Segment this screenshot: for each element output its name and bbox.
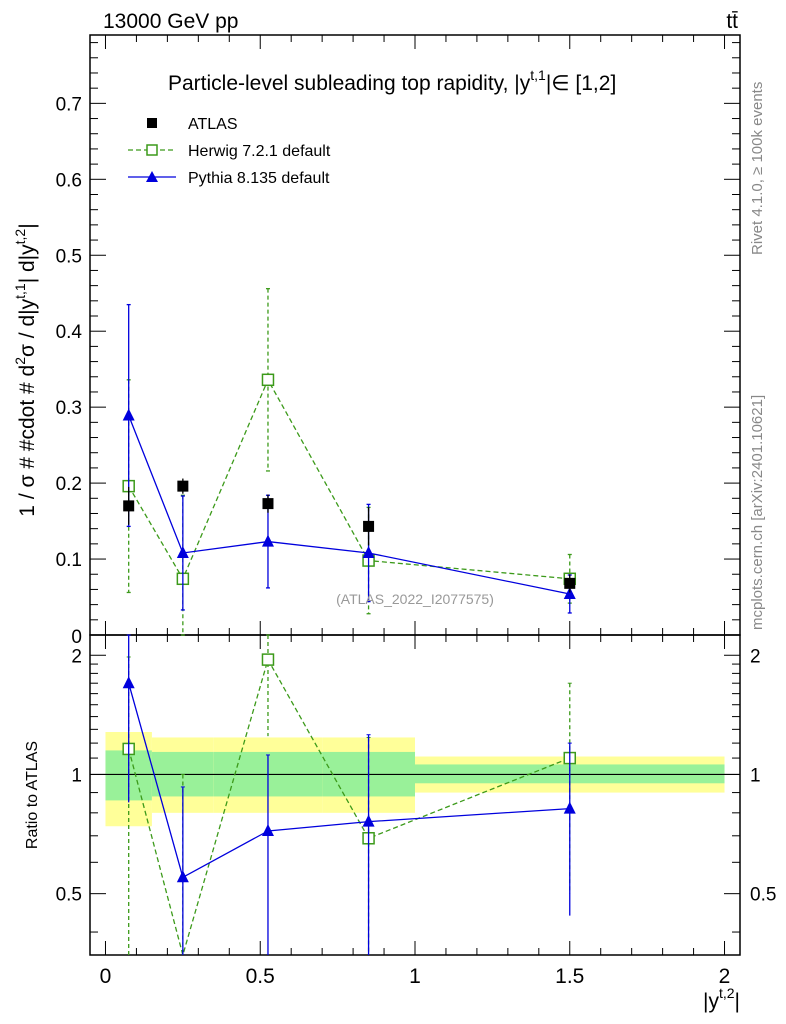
legend-herwig-marker	[146, 144, 158, 156]
ratio-tick-label-0: 0.5	[56, 885, 82, 906]
ratio-tick-label-right-1: 1	[750, 765, 761, 786]
pythia-point-1	[176, 545, 189, 558]
y-label-sup-t1: t,1	[12, 283, 28, 299]
chart-title-tail: |∈ [1,2]	[546, 72, 616, 95]
chart-title-text: Particle-level subleading top rapidity, …	[168, 72, 531, 95]
herwig-point-2	[261, 373, 275, 387]
y-label-part1: 1 / σ # #cdot # d	[16, 365, 39, 517]
header-right: tt̄	[726, 10, 738, 33]
x-axis-label: |yt,2|	[703, 985, 740, 1013]
y-tick-label-0: 0.1	[56, 550, 82, 571]
pythia-point-4	[563, 586, 576, 599]
y-tick-label-4: 0.5	[56, 246, 82, 267]
x-tick-label-1: 0.5	[246, 965, 275, 988]
axis-ticks: 0 0.5 1 1.5 2 0.1 0.2 0.3 0.4 0.5 0.6 0.7 0 0.5 0.5 1 1 2…	[56, 35, 776, 988]
atlas-point-1	[177, 480, 189, 492]
pythia-ratio-point-4	[563, 801, 576, 814]
y-axis-label: 1 / σ # #cdot # d2σ / d|yt,1| d|yt,2|	[12, 223, 39, 516]
y-tick-label-zero: 0	[71, 627, 82, 648]
x-label-text: |y	[703, 990, 719, 1013]
legend: ATLAS Herwig 7.2.1 default Pythia 8.135 …	[128, 116, 331, 187]
herwig-ratio-point-2	[261, 653, 275, 666]
ratio-bands	[90, 732, 740, 827]
x-label-tail: |	[735, 990, 740, 1013]
atlas-point-3	[363, 520, 375, 532]
ratio-y-label: Ratio to ATLAS	[24, 741, 41, 849]
y-tick-label-5: 0.6	[56, 170, 82, 191]
legend-pythia-label: Pythia 8.135 default	[188, 170, 330, 187]
pythia-ratio-point-0	[122, 676, 135, 689]
y-tick-label-1: 0.2	[56, 474, 82, 495]
legend-atlas-label: ATLAS	[188, 116, 238, 133]
series-group	[122, 288, 577, 958]
pythia-point-3	[362, 545, 375, 558]
pythia-ratio-point-2	[261, 823, 274, 836]
atlas-point-4	[564, 577, 576, 589]
ratio-tick-label-right-2: 2	[750, 646, 761, 667]
ratio-tick-label-1: 1	[71, 765, 82, 786]
legend-herwig-label: Herwig 7.2.1 default	[188, 143, 331, 160]
legend-pythia-marker	[146, 171, 158, 182]
chart-title: Particle-level subleading top rapidity, …	[168, 67, 616, 95]
rivet-label: Rivet 4.1.0, ≥ 100k events	[749, 82, 766, 255]
pythia-point-2	[261, 534, 274, 547]
x-tick-label-2: 1	[409, 965, 421, 988]
y-label-part3: | d|y	[16, 244, 39, 283]
x-tick-label-0: 0	[100, 965, 112, 988]
ratio-tick-label-right-0: 0.5	[750, 885, 776, 906]
header-left: 13000 GeV pp	[103, 10, 238, 33]
mcplots-label: mcplots.cern.ch [arXiv:2401.10621]	[749, 395, 766, 630]
atlas-point-2	[262, 498, 274, 510]
chart-title-sup: t,1	[530, 67, 546, 83]
x-label-sup: t,2	[719, 985, 735, 1001]
pythia-point-0	[122, 408, 135, 421]
y-label-part2: σ / d|y	[16, 298, 39, 357]
watermark: (ATLAS_2022_I2077575)	[336, 591, 494, 607]
pythia-line	[128, 415, 570, 595]
legend-atlas-marker	[147, 118, 157, 128]
x-tick-label-3: 1.5	[555, 965, 584, 988]
herwig-line	[128, 378, 570, 581]
pythia-ratio-point-3	[362, 814, 375, 827]
y-tick-label-6: 0.7	[56, 94, 82, 115]
y-label-sup2: 2	[12, 357, 28, 365]
y-label-sup-t2: t,2	[12, 229, 28, 245]
pythia-ratio-point-1	[176, 870, 189, 883]
y-tick-label-3: 0.4	[56, 322, 83, 343]
atlas-point-0	[123, 500, 135, 512]
x-tick-label-4: 2	[719, 965, 731, 988]
y-tick-label-2: 0.3	[56, 398, 82, 419]
ratio-tick-label-2: 2	[71, 646, 82, 667]
y-label-tail: |	[16, 223, 39, 228]
